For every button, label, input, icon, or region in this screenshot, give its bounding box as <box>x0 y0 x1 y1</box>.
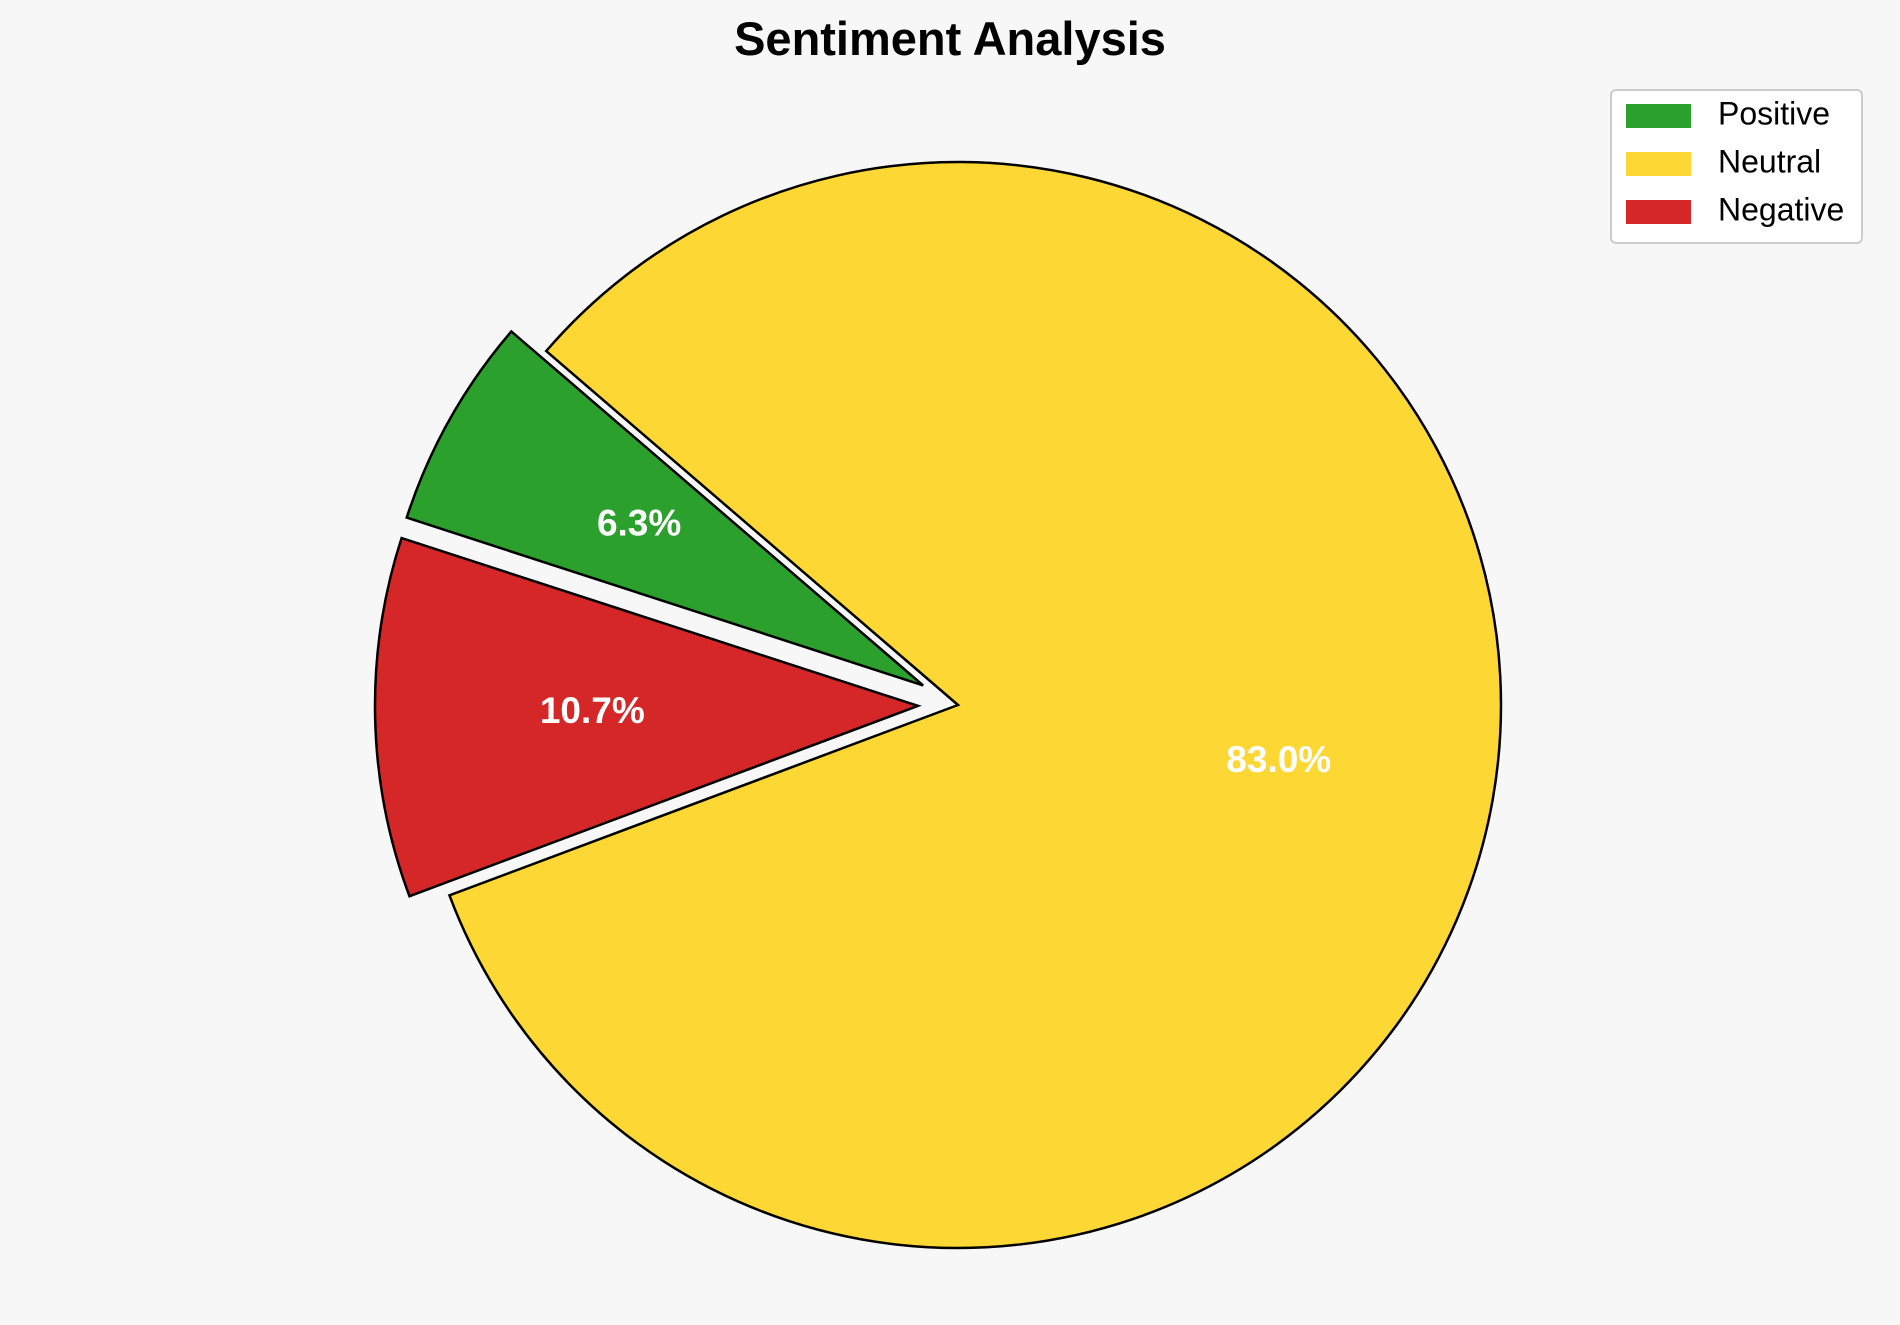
legend-entries: Positive Neutral Negative <box>1626 95 1844 227</box>
legend-swatch-positive <box>1626 104 1691 128</box>
legend-label-neutral: Neutral <box>1718 143 1821 179</box>
pie-slices <box>373 160 1503 1250</box>
pie-label-neutral: 83.0% <box>1226 739 1331 780</box>
pie-labels: 6.3% 83.0% 10.7% <box>540 503 1331 780</box>
pie-slice-positive <box>405 329 924 687</box>
legend-swatch-neutral <box>1626 152 1691 176</box>
legend: Positive Neutral Negative <box>1610 89 1863 244</box>
pie-label-negative: 10.7% <box>540 690 645 731</box>
pie-label-positive: 6.3% <box>597 503 681 544</box>
legend-label-positive: Positive <box>1718 95 1830 131</box>
pie-slice-negative <box>373 536 922 898</box>
pie-slice-neutral <box>447 160 1503 1250</box>
legend-swatch-negative <box>1626 200 1691 224</box>
chart-title: Sentiment Analysis <box>734 12 1166 65</box>
legend-label-negative: Negative <box>1718 191 1844 227</box>
